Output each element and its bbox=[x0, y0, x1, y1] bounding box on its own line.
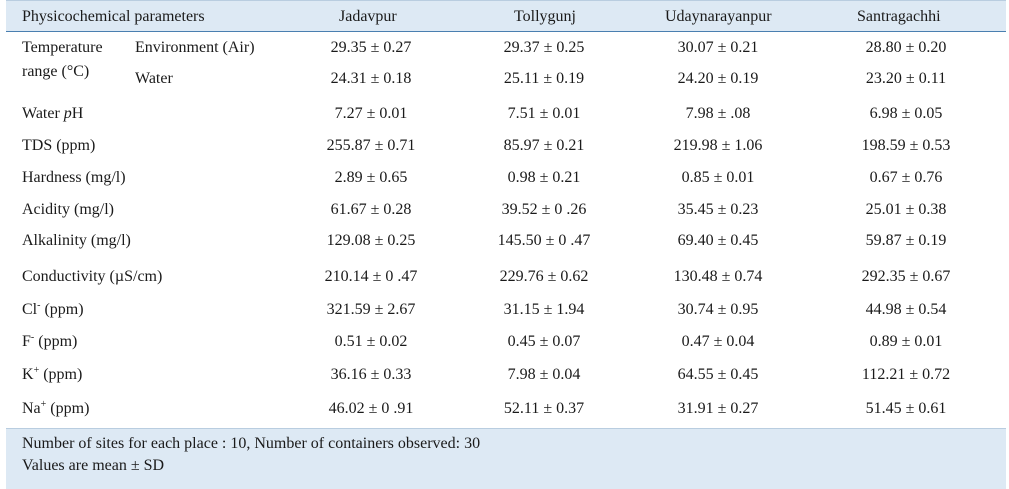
table-header: Physicochemical parameters Jadavpur Toll… bbox=[6, 0, 1006, 33]
row-label: Hardness (mg/l) bbox=[22, 169, 126, 186]
row-label: TDS (ppm) bbox=[22, 137, 96, 154]
header-santragachhi: Santragachhi bbox=[857, 8, 941, 25]
table-cell: 46.02 ± 0 .91 bbox=[328, 400, 414, 417]
table-cell: 31.91 ± 0.27 bbox=[677, 400, 759, 417]
table-footer: Number of sites for each place : 10, Num… bbox=[6, 428, 1006, 489]
table-cell: 7.27 ± 0.01 bbox=[334, 105, 408, 122]
table-cell: 7.98 ± 0.04 bbox=[507, 366, 581, 383]
table-cell: 44.98 ± 0.54 bbox=[865, 301, 947, 318]
temperature-label-line2: range (°C) bbox=[22, 63, 90, 80]
ph-label: Water pH bbox=[22, 105, 84, 122]
table-cell: 0.51 ± 0.02 bbox=[334, 333, 408, 350]
table-cell: 30.07 ± 0.21 bbox=[677, 39, 759, 56]
temperature-env-label: Environment (Air) bbox=[135, 39, 255, 56]
table-cell: 23.20 ± 0.11 bbox=[865, 70, 947, 87]
row-label: Na+ (ppm) bbox=[22, 399, 90, 418]
footnote-sites: Number of sites for each place : 10, Num… bbox=[22, 435, 481, 452]
row-label: Acidity (mg/l) bbox=[22, 201, 114, 218]
table-cell: 24.31 ± 0.18 bbox=[330, 70, 412, 87]
temperature-water-label: Water bbox=[135, 70, 173, 87]
table-cell: 64.55 ± 0.45 bbox=[677, 366, 759, 383]
table-cell: 129.08 ± 0.25 bbox=[326, 232, 416, 249]
table-cell: 321.59 ± 2.67 bbox=[326, 301, 416, 318]
table-cell: 0.98 ± 0.21 bbox=[507, 169, 581, 186]
table-cell: 112.21 ± 0.72 bbox=[861, 366, 951, 383]
table-cell: 0.45 ± 0.07 bbox=[507, 333, 581, 350]
table-cell: 24.20 ± 0.19 bbox=[677, 70, 759, 87]
table-cell: 145.50 ± 0 .47 bbox=[497, 232, 591, 249]
table-cell: 2.89 ± 0.65 bbox=[334, 169, 408, 186]
table-cell: 51.45 ± 0.61 bbox=[865, 400, 947, 417]
table-cell: 25.11 ± 0.19 bbox=[503, 70, 585, 87]
row-label: K+ (ppm) bbox=[22, 365, 83, 384]
table-cell: 61.67 ± 0.28 bbox=[330, 201, 412, 218]
table-cell: 29.37 ± 0.25 bbox=[503, 39, 585, 56]
table-cell: 0.85 ± 0.01 bbox=[681, 169, 755, 186]
table-cell: 69.40 ± 0.45 bbox=[677, 232, 759, 249]
table-cell: 6.98 ± 0.05 bbox=[869, 105, 943, 122]
temperature-label-line1: Temperature bbox=[22, 39, 103, 56]
table-cell: 0.47 ± 0.04 bbox=[681, 333, 755, 350]
header-udaynarayanpur: Udaynarayanpur bbox=[665, 8, 772, 25]
header-jadavpur: Jadavpur bbox=[339, 8, 397, 25]
table-cell: 39.52 ± 0 .26 bbox=[501, 201, 587, 218]
table-cell: 31.15 ± 1.94 bbox=[503, 301, 585, 318]
table-cell: 36.16 ± 0.33 bbox=[330, 366, 412, 383]
table-cell: 130.48 ± 0.74 bbox=[673, 268, 763, 285]
table-cell: 219.98 ± 1.06 bbox=[673, 137, 763, 154]
row-label: Conductivity (µS/cm) bbox=[22, 268, 163, 285]
table-cell: 198.59 ± 0.53 bbox=[861, 137, 951, 154]
header-parameters: Physicochemical parameters bbox=[22, 8, 205, 25]
table-cell: 292.35 ± 0.67 bbox=[861, 268, 951, 285]
table-cell: 25.01 ± 0.38 bbox=[865, 201, 947, 218]
table-cell: 229.76 ± 0.62 bbox=[499, 268, 589, 285]
row-label: Cl- (ppm) bbox=[22, 300, 84, 319]
footnote-values: Values are mean ± SD bbox=[22, 457, 165, 474]
table-body: Temperature range (°C) Environment (Air)… bbox=[6, 32, 1006, 428]
table-cell: 35.45 ± 0.23 bbox=[677, 201, 759, 218]
table-cell: 59.87 ± 0.19 bbox=[865, 232, 947, 249]
table-cell: 85.97 ± 0.21 bbox=[503, 137, 585, 154]
table-cell: 210.14 ± 0 .47 bbox=[324, 268, 418, 285]
row-label: F- (ppm) bbox=[22, 332, 78, 351]
table-cell: 52.11 ± 0.37 bbox=[503, 400, 585, 417]
table-cell: 255.87 ± 0.71 bbox=[326, 137, 416, 154]
table-cell: 7.51 ± 0.01 bbox=[507, 105, 581, 122]
table-cell: 0.67 ± 0.76 bbox=[869, 169, 943, 186]
table-cell: 29.35 ± 0.27 bbox=[330, 39, 412, 56]
table-cell: 30.74 ± 0.95 bbox=[677, 301, 759, 318]
table-cell: 7.98 ± .08 bbox=[685, 105, 751, 122]
header-tollygunj: Tollygunj bbox=[514, 8, 576, 25]
table-cell: 28.80 ± 0.20 bbox=[865, 39, 947, 56]
row-label: Alkalinity (mg/l) bbox=[22, 232, 131, 249]
table-cell: 0.89 ± 0.01 bbox=[869, 333, 943, 350]
